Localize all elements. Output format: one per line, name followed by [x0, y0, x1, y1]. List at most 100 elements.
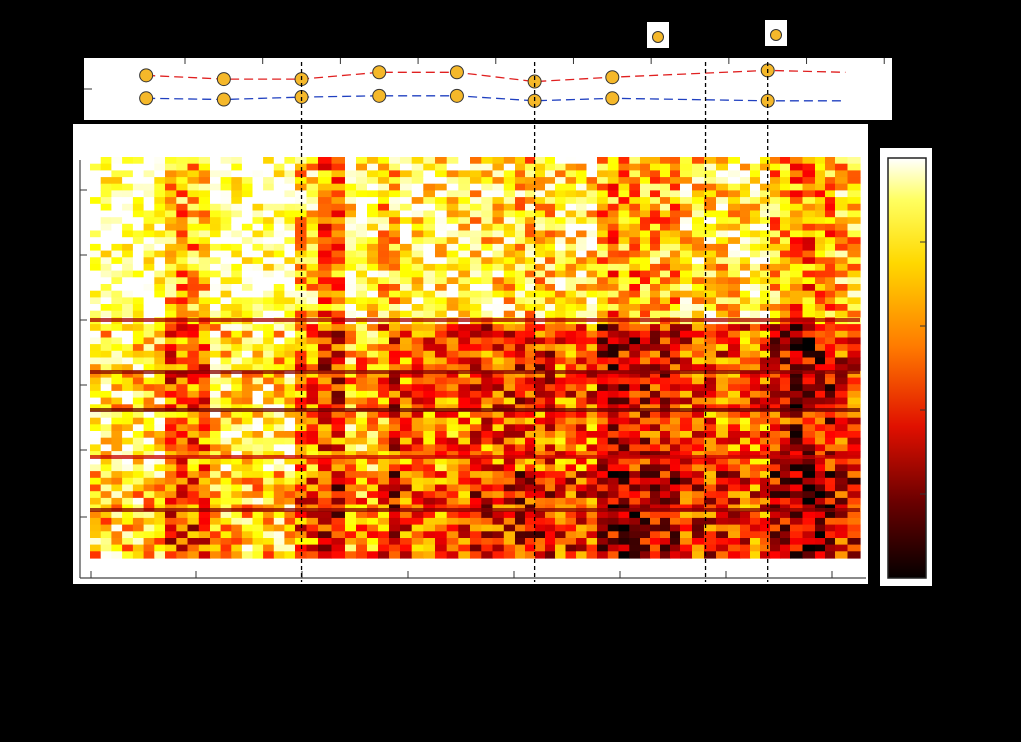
heatmap-cell	[252, 437, 264, 445]
heatmap-cell	[847, 384, 861, 392]
heatmap-cell	[660, 497, 671, 506]
heatmap-cell	[740, 170, 751, 178]
heatmap-cell	[780, 397, 791, 405]
heatmap-cell	[423, 163, 436, 171]
heatmap-cell	[331, 511, 346, 519]
heatmap-cell	[345, 217, 357, 225]
heatmap-cell	[154, 197, 166, 205]
heatmap-cell	[515, 437, 526, 445]
heatmap-cell	[378, 457, 390, 466]
heatmap-cell	[210, 163, 222, 171]
heatmap-cell	[815, 297, 826, 305]
heatmap-cell	[122, 444, 134, 452]
heatmap-cell	[273, 197, 285, 205]
heatmap-cell	[815, 544, 826, 552]
heatmap-cell	[640, 177, 651, 185]
heatmap-cell	[750, 357, 761, 365]
heatmap-cell	[389, 471, 401, 479]
heatmap-cell	[815, 284, 826, 292]
heatmap-cell	[692, 517, 705, 526]
heatmap-cell	[660, 517, 671, 526]
heatmap-cell	[815, 477, 826, 486]
heatmap-cell	[400, 390, 413, 399]
heatmap-cell	[597, 310, 609, 318]
heatmap-cell	[143, 277, 155, 285]
heatmap-cell	[640, 497, 651, 506]
heatmap-cell	[704, 250, 717, 258]
heatmap-cell	[481, 177, 494, 185]
heatmap-cell	[515, 551, 526, 559]
heatmap-cell	[760, 350, 771, 359]
heatmap-cell	[176, 324, 189, 332]
heatmap-cell	[378, 270, 390, 278]
heatmap-cell	[565, 177, 577, 185]
heatmap-cell	[111, 397, 123, 405]
heatmap-cell	[273, 544, 285, 552]
heatmap-cell	[618, 183, 630, 191]
heatmap-cell	[111, 497, 123, 506]
heatmap-cell	[492, 250, 505, 258]
heatmap-cell	[154, 157, 166, 165]
heatmap-cell	[535, 297, 546, 305]
heatmap-cell	[111, 203, 123, 212]
heatmap-cell	[680, 551, 693, 559]
heatmap-cell	[503, 511, 516, 519]
heatmap-cell	[597, 364, 609, 372]
heatmap-cell	[576, 444, 588, 452]
heatmap-cell	[515, 290, 526, 298]
heatmap-cell	[847, 230, 861, 238]
heatmap-cell	[629, 384, 641, 392]
heatmap-cell	[122, 324, 134, 332]
heatmap-cell	[165, 190, 177, 198]
heatmap-cell	[331, 203, 346, 212]
heatmap-cell	[650, 491, 661, 499]
heatmap-cell	[597, 484, 609, 492]
heatmap-cell	[825, 437, 836, 445]
heatmap-cell	[760, 210, 771, 218]
heatmap-cell	[503, 350, 516, 359]
heatmap-cell	[728, 230, 741, 238]
heatmap-cell	[176, 551, 189, 559]
heatmap-cell	[90, 531, 102, 539]
heatmap-cell	[492, 270, 505, 278]
heatmap-cell	[760, 384, 771, 392]
heatmap-cell	[481, 424, 494, 432]
heatmap-cell	[306, 183, 319, 191]
heatmap-cell	[318, 551, 333, 559]
heatmap-cell	[187, 190, 200, 198]
heatmap-cell	[198, 177, 211, 185]
heatmap-cell	[586, 250, 598, 258]
heatmap-cell	[435, 163, 448, 171]
heatmap-cell	[770, 223, 781, 232]
heatmap-cell	[790, 544, 804, 552]
heatmap-cell	[555, 277, 567, 285]
heatmap-cell	[345, 544, 357, 552]
heatmap-cell	[825, 431, 836, 439]
heatmap-cell	[423, 444, 436, 452]
heatmap-cell	[629, 397, 641, 405]
heatmap-cell	[458, 511, 471, 519]
heatmap-cell	[670, 210, 681, 218]
heatmap-cell	[481, 163, 494, 171]
heatmap-cell	[263, 551, 275, 559]
heatmap-cell	[835, 177, 849, 185]
heatmap-cell	[492, 484, 505, 492]
heatmap-cell	[618, 223, 630, 232]
heatmap-cell	[423, 337, 436, 345]
heatmap-cell	[143, 451, 155, 459]
heatmap-cell	[555, 270, 567, 278]
heatmap-cell	[815, 497, 826, 506]
heatmap-cell	[446, 511, 459, 519]
heatmap-cell	[318, 177, 333, 185]
heatmap-cell	[90, 177, 102, 185]
heatmap-cell	[640, 197, 651, 205]
heatmap-cell	[835, 417, 849, 425]
heatmap-cell	[423, 390, 436, 399]
heatmap-cell	[780, 163, 791, 171]
heatmap-cell	[503, 230, 516, 238]
heatmap-cell	[825, 177, 836, 185]
heatmap-cell	[378, 310, 390, 318]
heatmap-cell	[273, 170, 285, 178]
heatmap-cell	[220, 270, 232, 278]
heatmap-cell	[760, 243, 771, 252]
